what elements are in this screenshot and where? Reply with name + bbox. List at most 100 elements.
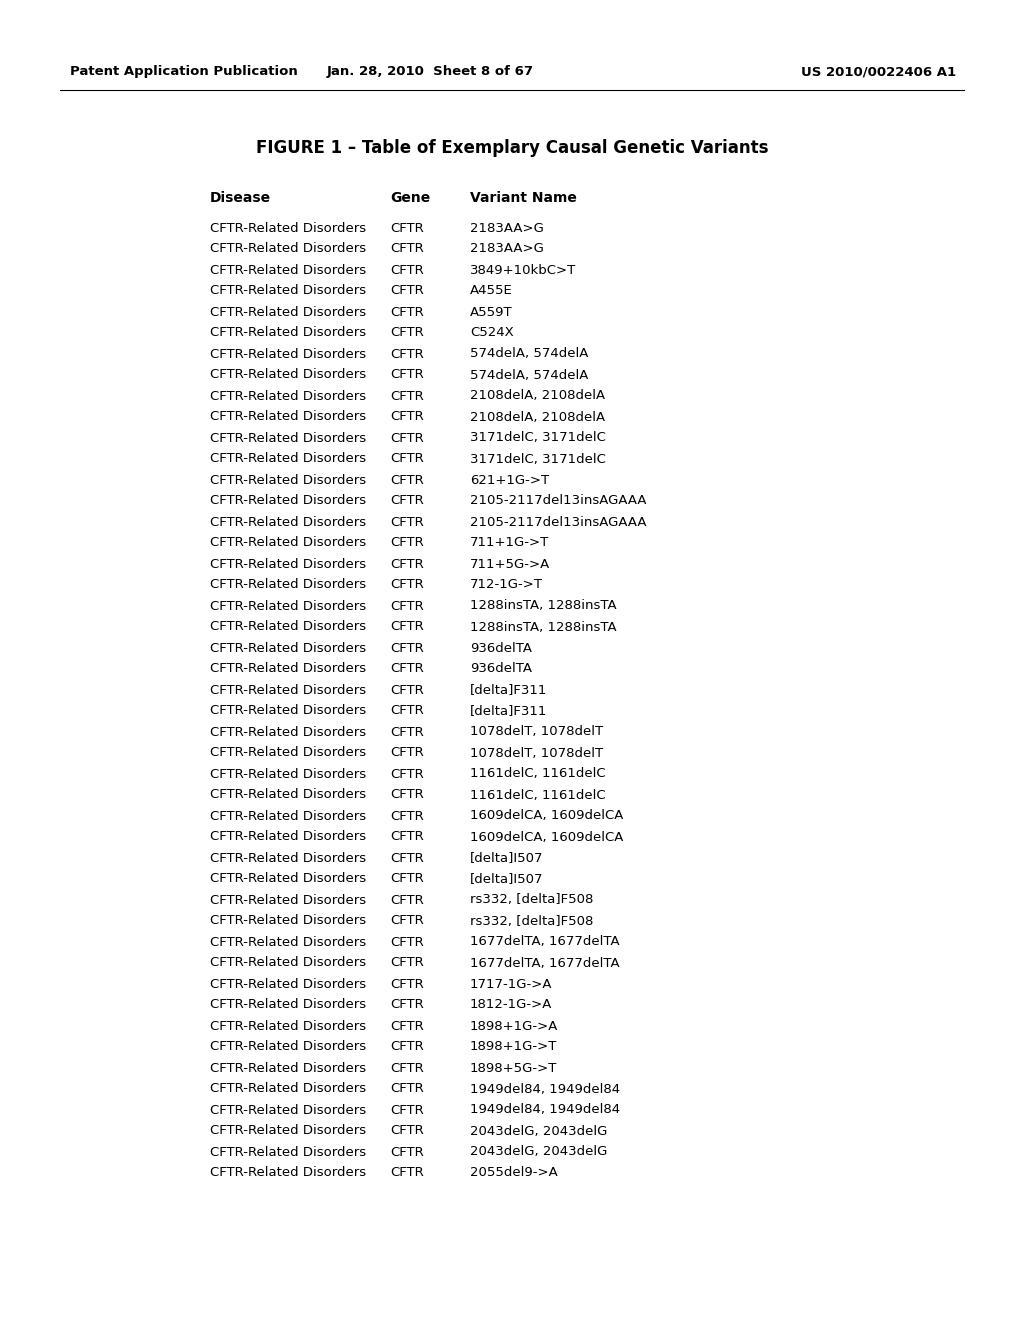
Text: 1717-1G->A: 1717-1G->A xyxy=(470,978,553,990)
Text: 1677delTA, 1677delTA: 1677delTA, 1677delTA xyxy=(470,957,620,969)
Text: CFTR-Related Disorders: CFTR-Related Disorders xyxy=(210,305,367,318)
Text: CFTR: CFTR xyxy=(390,684,424,697)
Text: 936delTA: 936delTA xyxy=(470,642,532,655)
Text: CFTR-Related Disorders: CFTR-Related Disorders xyxy=(210,894,367,907)
Text: CFTR: CFTR xyxy=(390,495,424,507)
Text: CFTR-Related Disorders: CFTR-Related Disorders xyxy=(210,620,367,634)
Text: CFTR-Related Disorders: CFTR-Related Disorders xyxy=(210,809,367,822)
Text: CFTR: CFTR xyxy=(390,1167,424,1180)
Text: CFTR: CFTR xyxy=(390,767,424,780)
Text: 1677delTA, 1677delTA: 1677delTA, 1677delTA xyxy=(470,936,620,949)
Text: CFTR-Related Disorders: CFTR-Related Disorders xyxy=(210,767,367,780)
Text: 711+5G->A: 711+5G->A xyxy=(470,557,550,570)
Text: CFTR-Related Disorders: CFTR-Related Disorders xyxy=(210,285,367,297)
Text: CFTR: CFTR xyxy=(390,809,424,822)
Text: CFTR-Related Disorders: CFTR-Related Disorders xyxy=(210,1125,367,1138)
Text: rs332, [delta]F508: rs332, [delta]F508 xyxy=(470,915,593,928)
Text: CFTR: CFTR xyxy=(390,1125,424,1138)
Text: CFTR: CFTR xyxy=(390,474,424,487)
Text: CFTR: CFTR xyxy=(390,578,424,591)
Text: CFTR-Related Disorders: CFTR-Related Disorders xyxy=(210,495,367,507)
Text: CFTR: CFTR xyxy=(390,516,424,528)
Text: CFTR-Related Disorders: CFTR-Related Disorders xyxy=(210,1104,367,1117)
Text: CFTR: CFTR xyxy=(390,243,424,256)
Text: CFTR-Related Disorders: CFTR-Related Disorders xyxy=(210,705,367,718)
Text: Variant Name: Variant Name xyxy=(470,191,577,205)
Text: C524X: C524X xyxy=(470,326,514,339)
Text: 2105-2117del13insAGAAA: 2105-2117del13insAGAAA xyxy=(470,495,646,507)
Text: CFTR-Related Disorders: CFTR-Related Disorders xyxy=(210,1019,367,1032)
Text: CFTR: CFTR xyxy=(390,1040,424,1053)
Text: CFTR: CFTR xyxy=(390,432,424,445)
Text: CFTR-Related Disorders: CFTR-Related Disorders xyxy=(210,851,367,865)
Text: 2183AA>G: 2183AA>G xyxy=(470,222,544,235)
Text: 2043delG, 2043delG: 2043delG, 2043delG xyxy=(470,1146,607,1159)
Text: CFTR: CFTR xyxy=(390,1019,424,1032)
Text: CFTR-Related Disorders: CFTR-Related Disorders xyxy=(210,642,367,655)
Text: CFTR: CFTR xyxy=(390,998,424,1011)
Text: CFTR-Related Disorders: CFTR-Related Disorders xyxy=(210,830,367,843)
Text: 1898+1G->T: 1898+1G->T xyxy=(470,1040,557,1053)
Text: CFTR-Related Disorders: CFTR-Related Disorders xyxy=(210,264,367,276)
Text: CFTR-Related Disorders: CFTR-Related Disorders xyxy=(210,516,367,528)
Text: CFTR-Related Disorders: CFTR-Related Disorders xyxy=(210,347,367,360)
Text: CFTR: CFTR xyxy=(390,1082,424,1096)
Text: 1898+5G->T: 1898+5G->T xyxy=(470,1061,557,1074)
Text: CFTR: CFTR xyxy=(390,305,424,318)
Text: 2108delA, 2108delA: 2108delA, 2108delA xyxy=(470,389,605,403)
Text: CFTR-Related Disorders: CFTR-Related Disorders xyxy=(210,915,367,928)
Text: 621+1G->T: 621+1G->T xyxy=(470,474,549,487)
Text: CFTR: CFTR xyxy=(390,264,424,276)
Text: CFTR-Related Disorders: CFTR-Related Disorders xyxy=(210,684,367,697)
Text: CFTR-Related Disorders: CFTR-Related Disorders xyxy=(210,936,367,949)
Text: CFTR-Related Disorders: CFTR-Related Disorders xyxy=(210,411,367,424)
Text: CFTR: CFTR xyxy=(390,368,424,381)
Text: CFTR-Related Disorders: CFTR-Related Disorders xyxy=(210,998,367,1011)
Text: 1609delCA, 1609delCA: 1609delCA, 1609delCA xyxy=(470,809,624,822)
Text: 711+1G->T: 711+1G->T xyxy=(470,536,549,549)
Text: CFTR-Related Disorders: CFTR-Related Disorders xyxy=(210,788,367,801)
Text: CFTR-Related Disorders: CFTR-Related Disorders xyxy=(210,453,367,466)
Text: CFTR: CFTR xyxy=(390,620,424,634)
Text: Disease: Disease xyxy=(210,191,271,205)
Text: CFTR: CFTR xyxy=(390,726,424,738)
Text: CFTR: CFTR xyxy=(390,326,424,339)
Text: 2105-2117del13insAGAAA: 2105-2117del13insAGAAA xyxy=(470,516,646,528)
Text: [delta]F311: [delta]F311 xyxy=(470,705,548,718)
Text: CFTR: CFTR xyxy=(390,557,424,570)
Text: CFTR-Related Disorders: CFTR-Related Disorders xyxy=(210,368,367,381)
Text: CFTR: CFTR xyxy=(390,453,424,466)
Text: CFTR-Related Disorders: CFTR-Related Disorders xyxy=(210,536,367,549)
Text: CFTR: CFTR xyxy=(390,642,424,655)
Text: 1161delC, 1161delC: 1161delC, 1161delC xyxy=(470,788,605,801)
Text: CFTR-Related Disorders: CFTR-Related Disorders xyxy=(210,222,367,235)
Text: CFTR-Related Disorders: CFTR-Related Disorders xyxy=(210,578,367,591)
Text: 3171delC, 3171delC: 3171delC, 3171delC xyxy=(470,453,606,466)
Text: CFTR-Related Disorders: CFTR-Related Disorders xyxy=(210,599,367,612)
Text: CFTR-Related Disorders: CFTR-Related Disorders xyxy=(210,326,367,339)
Text: CFTR-Related Disorders: CFTR-Related Disorders xyxy=(210,873,367,886)
Text: CFTR: CFTR xyxy=(390,663,424,676)
Text: CFTR-Related Disorders: CFTR-Related Disorders xyxy=(210,1040,367,1053)
Text: 1898+1G->A: 1898+1G->A xyxy=(470,1019,558,1032)
Text: 1288insTA, 1288insTA: 1288insTA, 1288insTA xyxy=(470,599,616,612)
Text: [delta]I507: [delta]I507 xyxy=(470,851,544,865)
Text: CFTR-Related Disorders: CFTR-Related Disorders xyxy=(210,557,367,570)
Text: 2055del9->A: 2055del9->A xyxy=(470,1167,558,1180)
Text: CFTR: CFTR xyxy=(390,1104,424,1117)
Text: CFTR: CFTR xyxy=(390,851,424,865)
Text: Jan. 28, 2010  Sheet 8 of 67: Jan. 28, 2010 Sheet 8 of 67 xyxy=(327,66,534,78)
Text: CFTR: CFTR xyxy=(390,536,424,549)
Text: CFTR-Related Disorders: CFTR-Related Disorders xyxy=(210,1167,367,1180)
Text: 1609delCA, 1609delCA: 1609delCA, 1609delCA xyxy=(470,830,624,843)
Text: CFTR-Related Disorders: CFTR-Related Disorders xyxy=(210,1082,367,1096)
Text: A559T: A559T xyxy=(470,305,513,318)
Text: CFTR: CFTR xyxy=(390,222,424,235)
Text: CFTR: CFTR xyxy=(390,915,424,928)
Text: CFTR-Related Disorders: CFTR-Related Disorders xyxy=(210,747,367,759)
Text: rs332, [delta]F508: rs332, [delta]F508 xyxy=(470,894,593,907)
Text: CFTR: CFTR xyxy=(390,788,424,801)
Text: CFTR: CFTR xyxy=(390,936,424,949)
Text: CFTR-Related Disorders: CFTR-Related Disorders xyxy=(210,726,367,738)
Text: CFTR: CFTR xyxy=(390,894,424,907)
